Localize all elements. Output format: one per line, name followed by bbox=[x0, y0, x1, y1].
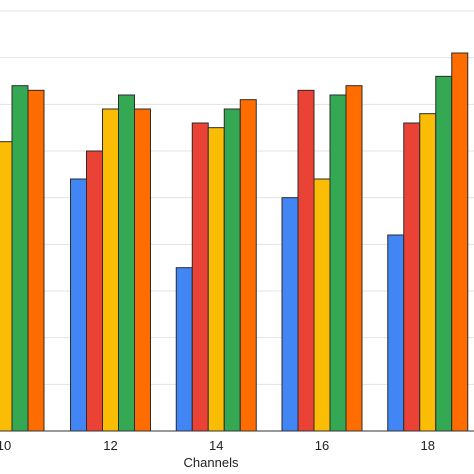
bar-16-1 bbox=[297, 89, 315, 432]
bar-12-3 bbox=[118, 94, 135, 432]
bar-10-2 bbox=[0, 141, 13, 432]
x-tick-label: 16 bbox=[315, 438, 329, 453]
bar-18-2 bbox=[419, 113, 437, 432]
bar-16-3 bbox=[329, 94, 347, 432]
bar-18-3 bbox=[435, 75, 453, 432]
bar-18-1 bbox=[403, 122, 421, 432]
bar-10-3 bbox=[11, 85, 29, 432]
bar-12-0 bbox=[70, 178, 87, 432]
bar-12-4 bbox=[134, 108, 151, 432]
x-tick-labels: 10 12 14 16 18 bbox=[0, 438, 435, 453]
bar-14-4 bbox=[239, 99, 257, 432]
bar-16-4 bbox=[345, 85, 363, 432]
x-tick-label: 12 bbox=[103, 438, 117, 453]
x-tick-label: 14 bbox=[209, 438, 223, 453]
bar-14-1 bbox=[191, 122, 209, 432]
bar-18-4 bbox=[451, 52, 469, 432]
bar-12-1 bbox=[86, 150, 103, 432]
x-tick-label: 10 bbox=[0, 438, 11, 453]
bar-10-4 bbox=[27, 89, 45, 432]
bar-12-2 bbox=[102, 108, 119, 432]
bar-16-0 bbox=[281, 197, 299, 432]
bar-18-0 bbox=[387, 234, 405, 432]
x-tick-label: 18 bbox=[421, 438, 435, 453]
bar-16-2 bbox=[313, 178, 331, 432]
bar-14-2 bbox=[207, 127, 225, 432]
bars bbox=[0, 52, 469, 432]
bar-14-3 bbox=[223, 108, 241, 432]
bar-14-0 bbox=[175, 267, 193, 432]
x-axis-title: Channels bbox=[184, 455, 239, 470]
